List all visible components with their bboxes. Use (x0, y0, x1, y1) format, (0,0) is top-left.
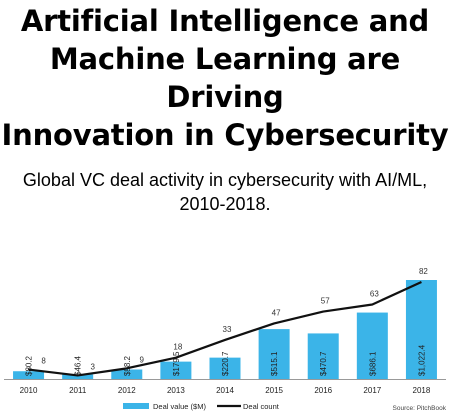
deal-value-bar (405, 280, 437, 379)
deal-value-bar (111, 369, 143, 379)
deal-count-label: 33 (223, 325, 232, 334)
deal-value-bar (13, 371, 45, 379)
deal-count-label: 8 (41, 357, 46, 366)
deal-count-label: 9 (140, 355, 145, 364)
deal-value-bar (62, 374, 94, 379)
deal-count-label: 82 (419, 267, 428, 276)
deal-count-line (28, 280, 422, 377)
legend-swatch-deal-value (123, 403, 149, 409)
subtitle-line-2: 2010-2018. (179, 194, 271, 214)
headline-line-1: Artificial Intelligence and (20, 4, 430, 38)
x-tick-label: 2011 (69, 386, 87, 395)
x-tick-label: 2013 (167, 386, 185, 395)
chart-subtitle: Global VC deal activity in cybersecurity… (0, 168, 450, 216)
deal-value-label: $686.1 (368, 351, 377, 376)
deal-value-label: $80.2 (25, 355, 34, 376)
x-tick-label: 2018 (413, 386, 431, 395)
deal-value-label: $179.5 (172, 351, 181, 376)
deal-value-label: $46.4 (74, 355, 83, 376)
deal-count-label: 57 (321, 297, 330, 306)
x-tick-label: 2017 (363, 386, 381, 395)
x-tick-label: 2014 (216, 386, 234, 395)
deal-value-label: $220.7 (221, 351, 230, 376)
x-tick-label: 2015 (265, 386, 283, 395)
deal-value-bar (356, 312, 388, 379)
legend-label-deal-count: Deal count (243, 402, 280, 411)
deal-value-label: $470.7 (319, 351, 328, 376)
deal-count-label: 18 (173, 343, 182, 352)
x-tick-label: 2010 (20, 386, 38, 395)
deal-value-bar (307, 333, 339, 379)
subtitle-line-1: Global VC deal activity in cybersecurity… (22, 170, 428, 190)
deal-value-label: $98.2 (123, 355, 132, 376)
x-tick-label: 2012 (118, 386, 136, 395)
headline: Artificial Intelligence and Machine Lear… (0, 2, 450, 154)
deal-value-label: $515.1 (270, 351, 279, 376)
headline-line-2: Machine Learning are Driving (49, 42, 401, 114)
deal-value-bar (258, 329, 290, 379)
deal-value-bar (160, 361, 192, 379)
legend-label-deal-value: Deal value ($M) (153, 402, 206, 411)
deal-count-label: 63 (370, 289, 379, 298)
x-tick-label: 2016 (314, 386, 332, 395)
deal-value-label: $1,022.4 (417, 344, 426, 376)
headline-line-3: Innovation in Cybersecurity (1, 118, 449, 152)
deal-value-bar (209, 357, 241, 379)
deal-count-label: 47 (272, 308, 281, 317)
source-note: Source: PitchBook (393, 405, 447, 412)
deal-count-label: 3 (90, 362, 95, 371)
